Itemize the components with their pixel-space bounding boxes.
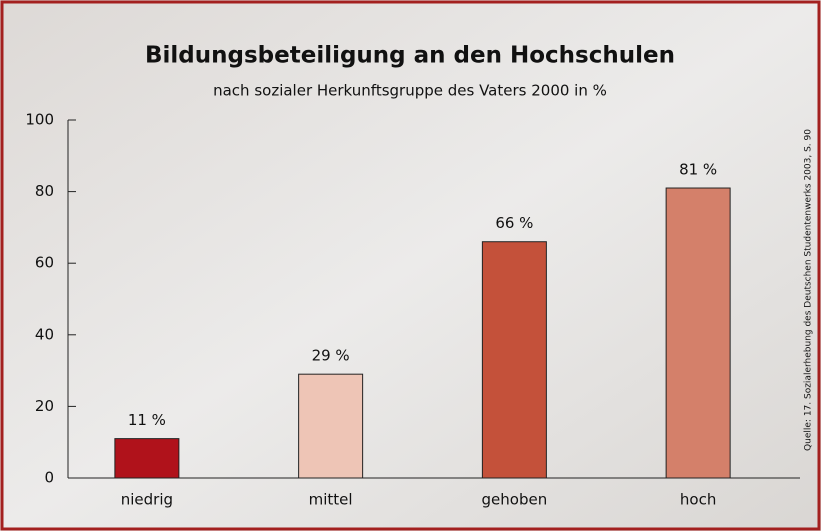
x-tick-label: mittel [309,491,353,509]
y-tick-label: 100 [25,111,54,129]
chart-subtitle: nach sozialer Herkunftsgruppe des Vaters… [213,82,607,100]
value-label: 11 % [128,411,166,429]
bar [482,242,546,478]
value-label: 66 % [495,214,533,232]
y-tick-label: 80 [35,182,54,200]
chart-title: Bildungsbeteiligung an den Hochschulen [145,43,675,69]
source-note: Quelle: 17. Sozialerhebung des Deutschen… [804,129,814,451]
bar [666,188,730,478]
value-label: 29 % [312,347,350,365]
y-tick-label: 40 [35,325,54,343]
x-tick-label: gehoben [482,491,548,509]
chart: Bildungsbeteiligung an den Hochschulen n… [0,0,821,531]
y-tick-label: 20 [35,397,54,415]
x-tick-label: hoch [680,491,716,509]
bar [299,374,363,478]
y-tick-label: 0 [44,469,54,487]
y-tick-label: 60 [35,254,54,272]
value-label: 81 % [679,161,717,179]
bar [115,439,179,478]
x-tick-label: niedrig [121,491,173,509]
